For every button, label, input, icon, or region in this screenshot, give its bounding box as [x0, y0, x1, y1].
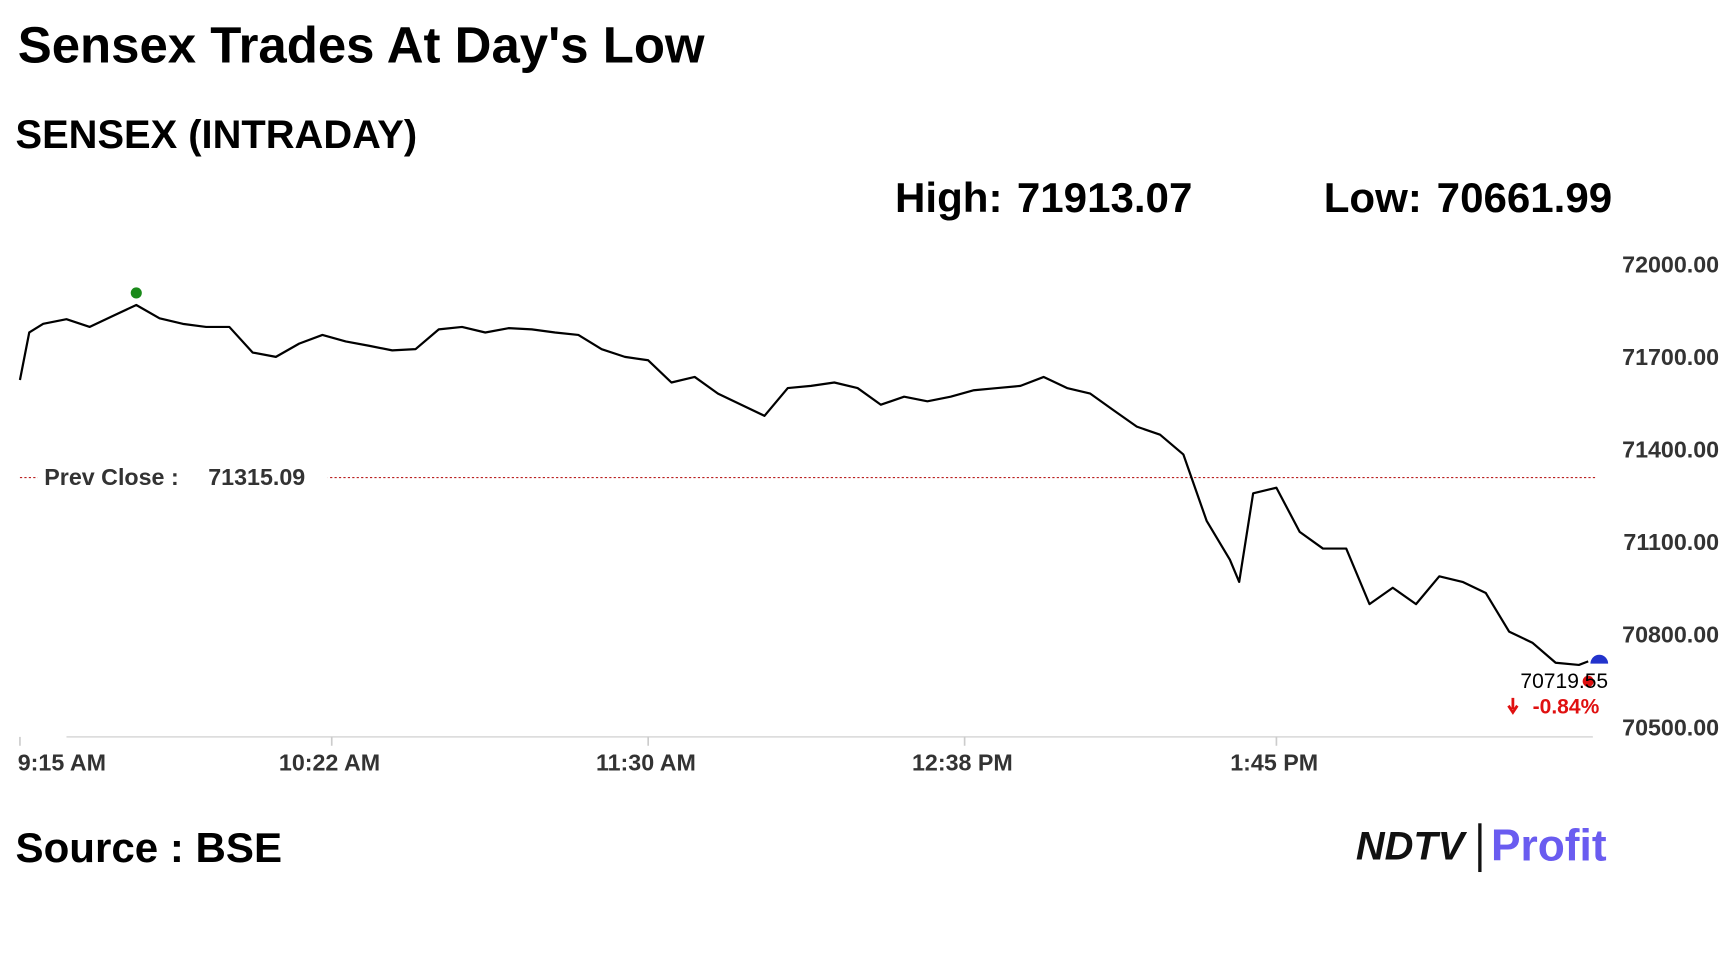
- change-label: -0.84%: [1533, 695, 1600, 718]
- last-marker: [1582, 675, 1594, 687]
- prev-close-label: Prev Close :: [44, 464, 178, 490]
- x-tick-label: 12:38 PM: [912, 750, 1013, 776]
- high-marker: [130, 287, 142, 299]
- y-tick-label: 71100.00: [1623, 529, 1719, 555]
- last-value: 70719.55: [1520, 670, 1608, 693]
- source: Source : BSE: [16, 824, 283, 871]
- y-tick-label: 70800.00: [1622, 622, 1719, 648]
- logo-brand: NDTV: [1356, 824, 1468, 868]
- x-tick-label: 11:30 AM: [596, 750, 696, 776]
- end-marker: [1590, 654, 1609, 664]
- chart-subtitle: SENSEX (INTRADAY): [16, 113, 418, 157]
- x-tick-label: 1:45 PM: [1230, 750, 1318, 776]
- price-line: [18, 303, 1589, 667]
- down-arrow: [1507, 697, 1519, 715]
- y-tick-label: 72000.00: [1622, 251, 1719, 277]
- prev-close-value: 71315.09: [208, 464, 305, 490]
- chart-title: Sensex Trades At Day's Low: [18, 16, 705, 73]
- x-tick-label: 10:22 AM: [279, 750, 380, 776]
- high-label: High:: [895, 174, 1003, 221]
- y-tick-label: 71700.00: [1622, 344, 1719, 370]
- y-tick-label: 70500.00: [1622, 714, 1719, 740]
- x-tick-label: 9:15 AM: [18, 750, 106, 776]
- prev-close-bg: [37, 462, 328, 494]
- low-value: 70661.99: [1437, 174, 1613, 221]
- high-value: 71913.07: [1017, 174, 1193, 221]
- logo-product: Profit: [1491, 821, 1607, 870]
- low-label: Low:: [1324, 174, 1422, 221]
- y-tick-label: 71400.00: [1622, 436, 1719, 462]
